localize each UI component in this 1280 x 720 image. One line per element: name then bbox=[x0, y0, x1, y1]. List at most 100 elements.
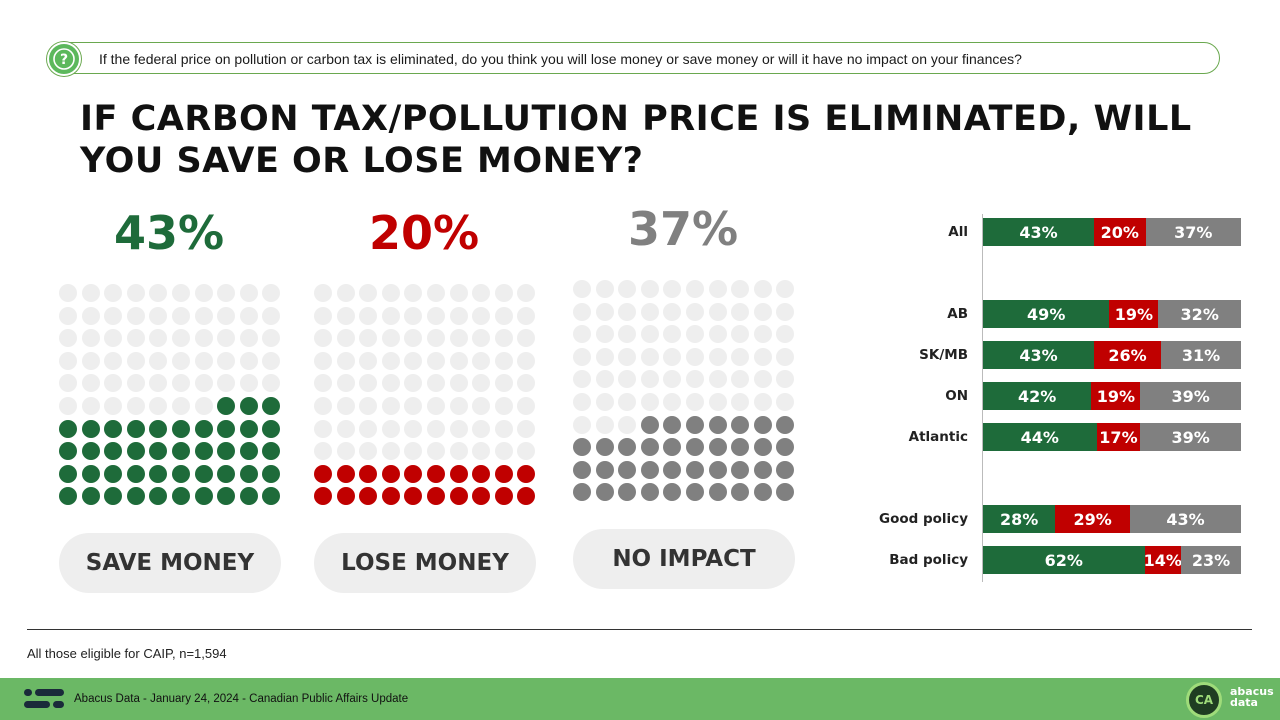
waffle-dot bbox=[336, 306, 355, 325]
waffle-dot bbox=[149, 351, 168, 370]
waffle-dot bbox=[708, 370, 727, 389]
waffle-dot bbox=[404, 464, 423, 483]
waffle-dot bbox=[381, 442, 400, 461]
waffle-dot bbox=[708, 460, 727, 479]
divider bbox=[27, 629, 1252, 630]
waffle-dot bbox=[618, 325, 637, 344]
waffle-dot bbox=[59, 284, 77, 302]
waffle-dot bbox=[239, 397, 258, 415]
waffle-dot bbox=[314, 351, 332, 370]
waffle-dot bbox=[59, 464, 77, 483]
lose-money-pill: LOSE MONEY bbox=[314, 533, 536, 593]
waffle-dot bbox=[314, 487, 332, 506]
brand-logo: abacus data bbox=[1230, 685, 1274, 709]
waffle-dot bbox=[149, 284, 168, 302]
waffle-dot bbox=[126, 487, 145, 506]
bar-segment-no-impact: 23% bbox=[1181, 546, 1241, 574]
waffle-dot bbox=[59, 329, 77, 348]
waffle-dot bbox=[494, 464, 513, 483]
waffle-dot bbox=[776, 438, 795, 457]
waffle-dot bbox=[217, 397, 236, 415]
waffle-dot bbox=[686, 415, 704, 434]
waffle-dot bbox=[573, 415, 591, 434]
waffle-dot bbox=[262, 419, 281, 438]
waffle-dot bbox=[640, 302, 659, 321]
waffle-dot bbox=[336, 374, 355, 393]
waffle-dot bbox=[359, 419, 378, 438]
waffle-dot bbox=[427, 464, 445, 483]
waffle-dot bbox=[517, 397, 536, 415]
waffle-dot bbox=[427, 306, 445, 325]
waffle-dot bbox=[404, 329, 423, 348]
waffle-dot bbox=[104, 284, 123, 302]
waffle-dot bbox=[336, 397, 355, 415]
waffle-dot bbox=[217, 487, 236, 506]
question-banner: ? If the federal price on pollution or c… bbox=[47, 42, 1220, 76]
waffle-dot bbox=[336, 487, 355, 506]
waffle-dot bbox=[517, 374, 536, 393]
waffle-dot bbox=[573, 483, 591, 502]
waffle-dot bbox=[359, 329, 378, 348]
waffle-dot bbox=[753, 302, 772, 321]
bar-row-label: ON bbox=[945, 388, 968, 404]
waffle-dot bbox=[686, 302, 704, 321]
waffle-dot bbox=[59, 351, 77, 370]
waffle-dot bbox=[618, 393, 637, 411]
waffle-dot bbox=[217, 329, 236, 348]
waffle-dot bbox=[217, 351, 236, 370]
bar-segment-lose: 19% bbox=[1109, 300, 1159, 328]
waffle-dot bbox=[217, 419, 236, 438]
waffle-dot bbox=[494, 487, 513, 506]
waffle-dot bbox=[404, 351, 423, 370]
bar-row: 43% 20% 37% bbox=[983, 218, 1241, 246]
bar-segment-no-impact: 31% bbox=[1161, 341, 1241, 369]
waffle-dot bbox=[81, 464, 100, 483]
waffle-dot bbox=[686, 460, 704, 479]
waffle-dot bbox=[663, 483, 682, 502]
waffle-dot bbox=[81, 351, 100, 370]
waffle-dot bbox=[194, 306, 213, 325]
waffle-dot bbox=[104, 329, 123, 348]
waffle-dot bbox=[126, 419, 145, 438]
waffle-dot bbox=[595, 438, 614, 457]
waffle-dot bbox=[217, 442, 236, 461]
waffle-dot bbox=[663, 325, 682, 344]
waffle-dot bbox=[449, 329, 468, 348]
waffle-dot bbox=[753, 370, 772, 389]
waffle-dot bbox=[686, 393, 704, 411]
waffle-dot bbox=[731, 280, 750, 298]
waffle-dot bbox=[59, 442, 77, 461]
bar-segment-no-impact: 37% bbox=[1145, 218, 1241, 246]
waffle-dot bbox=[708, 393, 727, 411]
waffle-dot bbox=[753, 483, 772, 502]
waffle-dot bbox=[314, 374, 332, 393]
waffle-dot bbox=[663, 280, 682, 298]
waffle-dot bbox=[262, 464, 281, 483]
waffle-dot bbox=[595, 280, 614, 298]
waffle-dot bbox=[753, 438, 772, 457]
waffle-dot bbox=[239, 306, 258, 325]
waffle-dot bbox=[731, 438, 750, 457]
waffle-dot bbox=[239, 374, 258, 393]
bar-segment-save: 43% bbox=[983, 341, 1094, 369]
waffle-dot bbox=[336, 419, 355, 438]
waffle-dot bbox=[59, 487, 77, 506]
waffle-dot bbox=[359, 442, 378, 461]
waffle-dot bbox=[517, 329, 536, 348]
waffle-dot bbox=[686, 438, 704, 457]
waffle-dot bbox=[494, 306, 513, 325]
waffle-dot bbox=[731, 302, 750, 321]
waffle-dot bbox=[776, 370, 795, 389]
footer-text: Abacus Data - January 24, 2024 - Canadia… bbox=[74, 693, 409, 705]
waffle-dot bbox=[618, 483, 637, 502]
waffle-dot bbox=[81, 374, 100, 393]
waffle-dot bbox=[381, 284, 400, 302]
waffle-dot bbox=[194, 464, 213, 483]
waffle-dot bbox=[217, 374, 236, 393]
waffle-dot bbox=[686, 325, 704, 344]
waffle-dot bbox=[239, 351, 258, 370]
waffle-dot bbox=[81, 419, 100, 438]
waffle-dot bbox=[359, 306, 378, 325]
waffle-dot bbox=[172, 419, 190, 438]
bar-row: 28% 29% 43% bbox=[983, 505, 1241, 533]
